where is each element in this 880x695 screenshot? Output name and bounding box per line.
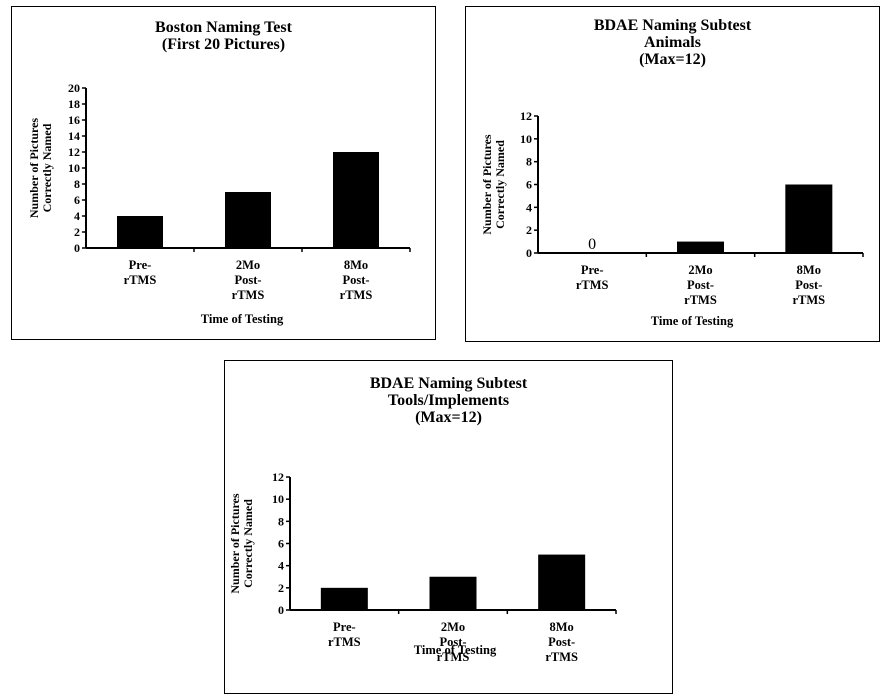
chart-panel-boston: Boston Naming Test (First 20 Pictures) 0… — [11, 6, 436, 340]
chart-plot: 02468101214161820Pre-rTMS2MoPost-rTMS8Mo… — [27, 81, 411, 326]
y-axis-label: Correctly Named — [40, 123, 54, 212]
y-tick-label: 8 — [74, 177, 80, 191]
y-axis-label: Correctly Named — [493, 140, 507, 229]
y-tick-label: 2 — [74, 225, 80, 239]
y-axis-label: Number of Pictures — [228, 493, 242, 594]
y-axis-label: Number of Pictures — [27, 118, 41, 219]
x-axis-label: Time of Testing — [651, 314, 734, 328]
chart-panel-animals: BDAE Naming Subtest Animals (Max=12) 0 2 4… — [465, 6, 880, 342]
x-category-label: Post- — [439, 635, 466, 649]
y-tick-label: 8 — [278, 514, 284, 528]
y-tick-label: 6 — [278, 537, 284, 551]
x-category-label: Pre- — [129, 258, 152, 272]
x-category-label: Post- — [234, 273, 261, 287]
title-line: BDAE Naming Subtest — [369, 375, 528, 392]
y-axis-label: Number of Pictures — [480, 134, 494, 235]
y-tick-label: 8 — [526, 155, 532, 169]
x-category-label: rTMS — [340, 288, 373, 302]
x-category-label: Pre- — [581, 263, 604, 277]
title-line: (First 20 Pictures) — [161, 36, 286, 53]
x-category-label: 8Mo — [797, 263, 821, 277]
x-category-label: 8Mo — [550, 620, 574, 634]
x-category-label: rTMS — [793, 293, 826, 307]
x-category-label: rTMS — [124, 273, 157, 287]
x-category-label: 2Mo — [688, 263, 712, 277]
chart-title: BDAE Naming Subtest Tools/Implements (Ma… — [225, 375, 672, 426]
y-tick-label: 2 — [278, 581, 284, 595]
chart-plot: 024681012Pre-rTMS2MoPost-rTMS8MoPost-rTM… — [228, 470, 617, 664]
bar — [677, 241, 724, 253]
bar — [225, 192, 271, 248]
x-category-label: 2Mo — [441, 620, 465, 634]
y-tick-label: 4 — [526, 200, 532, 214]
x-category-label: rTMS — [576, 278, 609, 292]
y-tick-label: 14 — [68, 129, 80, 143]
x-category-label: Post- — [548, 635, 575, 649]
y-tick-label: 10 — [272, 492, 284, 506]
bar — [333, 152, 379, 248]
x-category-label: rTMS — [232, 288, 265, 302]
x-category-label: Post- — [795, 278, 822, 292]
chart-title: BDAE Naming Subtest Animals (Max=12) — [466, 17, 879, 68]
x-axis-label: Time of Testing — [201, 312, 284, 326]
bar — [320, 587, 368, 610]
x-category-label: Post- — [687, 278, 714, 292]
title-line: Tools/Implements — [387, 392, 510, 409]
x-category-label: rTMS — [328, 635, 361, 649]
y-tick-label: 0 — [526, 246, 532, 260]
x-category-label: rTMS — [545, 650, 578, 664]
y-tick-label: 10 — [68, 161, 80, 175]
y-tick-label: 0 — [278, 603, 284, 617]
bar — [117, 216, 163, 248]
bar — [538, 554, 586, 610]
data-label: 0 — [588, 236, 596, 253]
title-line: Animals — [644, 34, 701, 51]
y-axis-label: Correctly Named — [241, 499, 255, 588]
x-category-label: 8Mo — [344, 258, 368, 272]
y-tick-label: 12 — [272, 470, 284, 484]
y-tick-label: 2 — [526, 223, 532, 237]
title-line: (Max=12) — [415, 409, 482, 426]
chart-plot: 0246810120Pre-rTMS2MoPost-rTMS8MoPost-rT… — [480, 109, 864, 328]
y-tick-label: 16 — [68, 113, 80, 127]
y-tick-label: 4 — [74, 209, 80, 223]
y-tick-label: 0 — [74, 241, 80, 255]
title-line: Boston Naming Test — [155, 19, 292, 36]
x-category-label: Pre- — [333, 620, 356, 634]
y-tick-label: 10 — [520, 132, 532, 146]
x-category-label: 2Mo — [236, 258, 260, 272]
y-tick-label: 20 — [68, 81, 80, 95]
title-line: (Max=12) — [639, 51, 706, 68]
bar — [429, 576, 477, 610]
y-tick-label: 12 — [520, 109, 532, 123]
bar — [785, 184, 833, 253]
y-tick-label: 4 — [278, 559, 284, 573]
x-category-label: rTMS — [684, 293, 717, 307]
title-line: BDAE Naming Subtest — [593, 17, 752, 34]
chart-title: Boston Naming Test (First 20 Pictures) — [12, 19, 435, 53]
y-tick-label: 18 — [68, 97, 80, 111]
y-tick-label: 6 — [526, 178, 532, 192]
chart-panel-tools: BDAE Naming Subtest Tools/Implements (Ma… — [224, 360, 673, 694]
y-tick-label: 12 — [68, 145, 80, 159]
y-tick-label: 6 — [74, 193, 80, 207]
x-category-label: rTMS — [437, 650, 470, 664]
x-axis-label: Time of Testing — [414, 643, 497, 657]
x-category-label: Post- — [342, 273, 369, 287]
